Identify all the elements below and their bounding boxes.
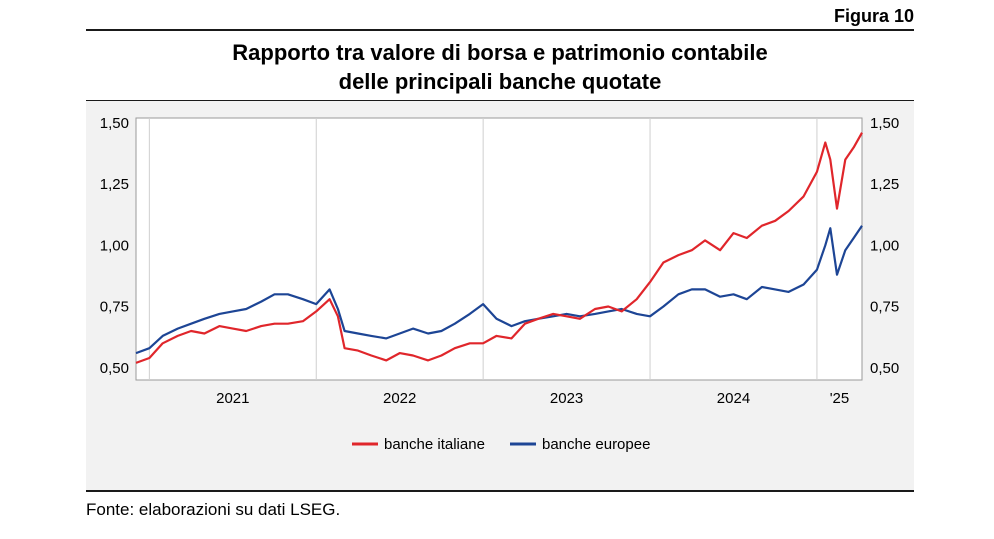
year-gridlines — [148, 118, 818, 380]
plot-area — [135, 117, 863, 381]
series-line-banche-italiane — [135, 132, 863, 364]
legend: banche italiane banche europee — [352, 436, 650, 453]
series-group — [135, 132, 863, 364]
y-tick-label-right: 0,50 — [870, 360, 899, 377]
y-tick-label-right: 1,25 — [870, 176, 899, 193]
x-axis: 2021 2022 2023 2024 '25 — [216, 390, 849, 407]
y-tick-label-left: 0,50 — [100, 360, 129, 377]
y-tick-label-left: 1,25 — [100, 176, 129, 193]
legend-item-banche-italiane-label: banche italiane — [384, 436, 485, 453]
x-tick-label: 2022 — [383, 390, 416, 407]
y-tick-label-left: 1,00 — [100, 237, 129, 254]
y-tick-label-right: 1,00 — [870, 237, 899, 254]
y-tick-label-left: 1,50 — [100, 115, 129, 132]
x-tick-label: 2023 — [550, 390, 583, 407]
y-tick-label-left: 0,75 — [100, 299, 129, 316]
title-rule — [86, 100, 914, 101]
bottom-rule — [86, 490, 914, 492]
x-tick-label: 2024 — [717, 390, 750, 407]
y-tick-label-right: 1,50 — [870, 115, 899, 132]
source-note: Fonte: elaborazioni su dati LSEG. — [86, 500, 341, 519]
y-tick-label-right: 0,75 — [870, 299, 899, 316]
legend-item-banche-europee-label: banche europee — [542, 436, 650, 453]
x-tick-label: '25 — [830, 390, 850, 407]
series-line-banche-europee — [135, 225, 863, 355]
title-line-1: Rapporto tra valore di borsa e patrimoni… — [232, 40, 768, 65]
top-rule — [86, 29, 914, 31]
x-tick-label: 2021 — [216, 390, 249, 407]
title-line-2: delle principali banche quotate — [338, 69, 662, 94]
figure-label: Figura 10 — [833, 6, 914, 26]
chart-title: Rapporto tra valore di borsa e patrimoni… — [86, 38, 914, 96]
y-axis-left: 0,50 0,75 1,00 1,25 1,50 — [100, 115, 129, 377]
y-axis-right: 0,50 0,75 1,00 1,25 1,50 — [870, 115, 899, 377]
